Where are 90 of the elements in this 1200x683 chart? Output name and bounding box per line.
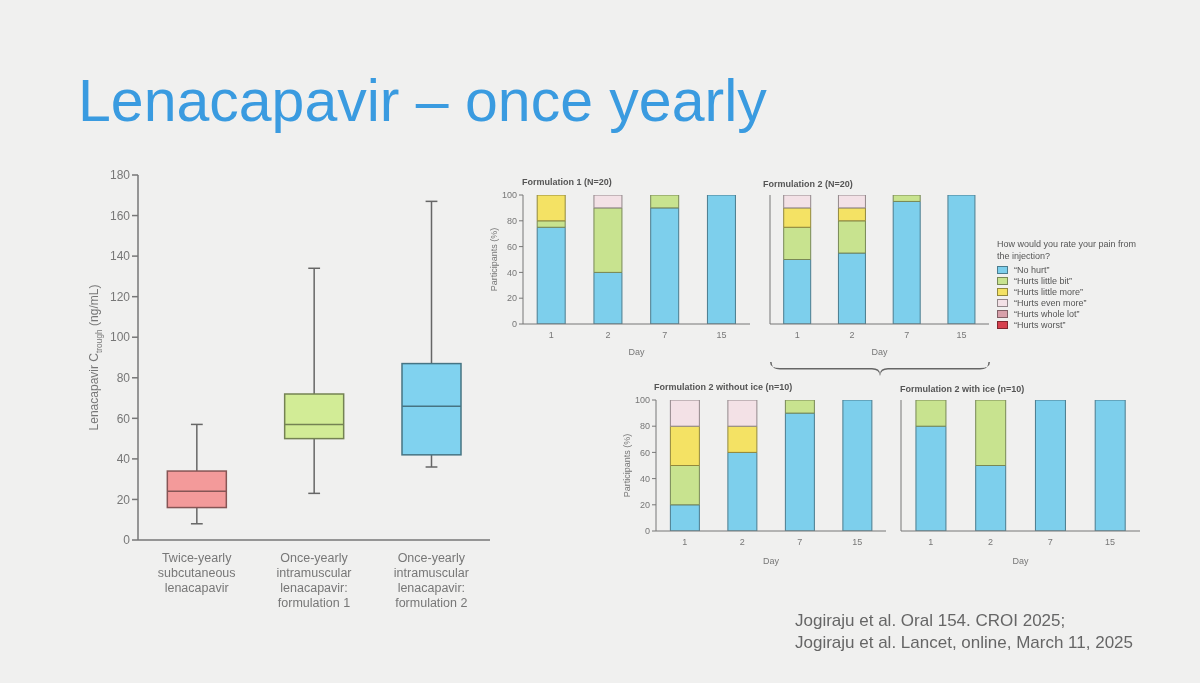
y-tick-label: 100 xyxy=(501,190,517,201)
bar xyxy=(669,465,700,506)
y-tick-label: 180 xyxy=(109,168,131,183)
x-tick-label: 15 xyxy=(716,330,727,341)
x-tick-label: 1 xyxy=(682,537,688,548)
y-tick-label: 100 xyxy=(109,330,131,345)
bar xyxy=(783,207,812,228)
y-tick-label: 80 xyxy=(506,215,517,226)
bar xyxy=(536,220,566,228)
bar xyxy=(536,195,566,222)
bar xyxy=(784,412,815,531)
legend-label: “Hurts worst” xyxy=(1014,320,1066,330)
y-tick-label: 160 xyxy=(109,208,131,223)
chart-title: Lenacapavir – once yearly xyxy=(78,68,767,134)
x-tick-label: 15 xyxy=(852,537,863,548)
legend-label: “Hurts little more” xyxy=(1014,287,1084,297)
bar xyxy=(892,195,921,202)
bar xyxy=(842,400,873,531)
x-tick-label: 15 xyxy=(1105,537,1116,548)
x-tick-label: 2 xyxy=(739,537,745,548)
bar xyxy=(593,195,623,209)
x-tick-label: 2 xyxy=(988,537,994,548)
bar xyxy=(593,271,623,324)
bar xyxy=(669,504,700,531)
bar xyxy=(947,195,976,324)
bar xyxy=(706,195,736,324)
bar xyxy=(837,220,866,254)
y-tick-label: 0 xyxy=(511,319,517,330)
bar xyxy=(727,400,758,427)
bar xyxy=(892,200,921,324)
x-tick-label: 7 xyxy=(904,330,910,341)
bar xyxy=(784,400,815,414)
bar xyxy=(727,425,758,453)
text: Jogiraju et al. Oral 154. CROI 2025; xyxy=(795,610,1067,632)
y-tick-label: 0 xyxy=(123,533,131,548)
y-tick-label: 140 xyxy=(109,249,131,264)
bar xyxy=(536,226,566,324)
x-tick-label: 7 xyxy=(797,537,803,548)
bar xyxy=(783,226,812,260)
x-tick-label: 7 xyxy=(1047,537,1053,548)
y-axis-title: Participants (%) xyxy=(622,433,633,498)
bar xyxy=(669,425,700,466)
bar xyxy=(783,259,812,324)
chart-title: Formulation 2 (N=20) xyxy=(763,179,853,189)
legend-title: How would you rate your pain from the injection? xyxy=(997,237,1137,262)
y-tick-label: 120 xyxy=(109,289,131,304)
y-tick-label: 40 xyxy=(639,473,650,484)
chart-title: Formulation 2 with ice (n=10) xyxy=(900,384,1025,394)
x-tick-label: 15 xyxy=(956,330,967,341)
x-tick-label: 1 xyxy=(928,537,934,548)
bar xyxy=(650,195,680,209)
y-tick-label: 40 xyxy=(506,267,517,278)
chart-title: Formulation 2 without ice (n=10) xyxy=(654,382,793,392)
legend-label: “Hurts even more” xyxy=(1014,298,1087,308)
x-tick-label: 7 xyxy=(662,330,668,341)
x-tick-label: 1 xyxy=(548,330,554,341)
y-tick-label: 0 xyxy=(644,526,650,537)
x-tick-label: 2 xyxy=(605,330,611,341)
bar xyxy=(837,195,866,209)
legend-label: “Hurts little bit” xyxy=(1014,276,1073,286)
x-tick-label: 2 xyxy=(849,330,855,341)
y-tick-label: 40 xyxy=(116,452,131,467)
bar xyxy=(669,400,700,427)
x-axis-title: Day xyxy=(762,556,780,566)
y-tick-label: 20 xyxy=(116,492,131,507)
chart-title: Formulation 1 (N=20) xyxy=(522,177,612,187)
bar xyxy=(650,207,680,324)
x-axis-title: Day xyxy=(1012,556,1029,566)
bar xyxy=(783,195,812,209)
bar xyxy=(727,451,758,531)
legend-label: “Hurts whole lot” xyxy=(1014,309,1080,319)
y-tick-label: 100 xyxy=(634,395,650,406)
text: Jogiraju et al. Lancet, online, March 11, 2025 xyxy=(795,632,1134,655)
y-tick-label: 80 xyxy=(116,371,131,386)
legend-label: “No hurt” xyxy=(1014,265,1050,275)
x-tick-label: Twice-yearly subcutaneous lenacapavir xyxy=(157,551,236,595)
bar xyxy=(593,207,623,273)
y-tick-label: 20 xyxy=(639,499,650,510)
y-tick-label: 60 xyxy=(639,447,650,458)
x-axis-title: Day xyxy=(871,347,888,357)
x-tick-label: Once-yearly intramuscular lenacapavir: formulation 2 xyxy=(393,551,469,610)
y-tick-label: 20 xyxy=(506,293,517,304)
x-tick-label: 1 xyxy=(794,330,800,341)
y-axis-title: Participants (%) xyxy=(489,227,500,292)
x-tick-label: Once-yearly intramuscular lenacapavir: formulation 1 xyxy=(276,551,352,610)
y-tick-label: 60 xyxy=(506,241,517,252)
y-tick-label: 80 xyxy=(639,421,650,432)
bar xyxy=(837,252,866,324)
y-tick-label: 60 xyxy=(116,411,131,426)
x-axis-title: Day xyxy=(628,347,645,357)
